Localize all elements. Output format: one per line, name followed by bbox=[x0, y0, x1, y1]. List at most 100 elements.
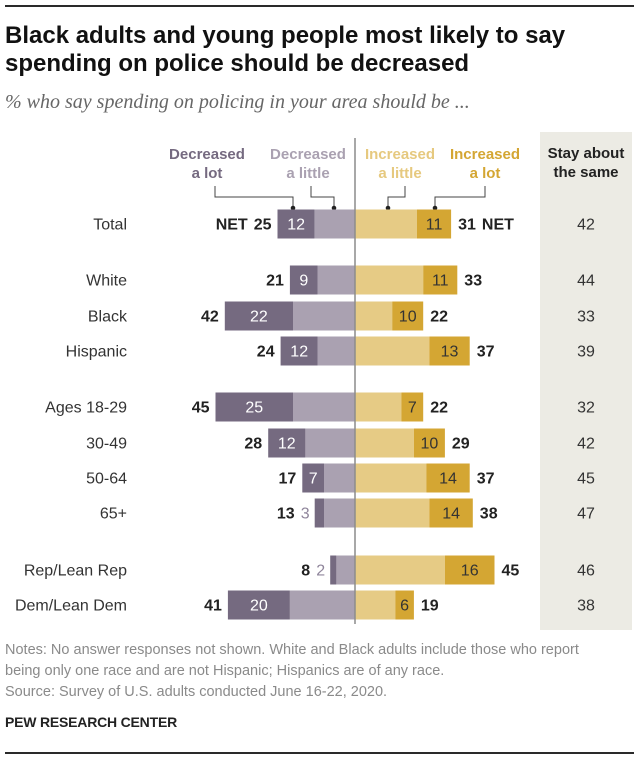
top-rule bbox=[5, 5, 634, 7]
bar-decreased-a-lot bbox=[268, 428, 306, 458]
net-decreased-value: 13 bbox=[277, 506, 295, 523]
stay-about-same-value: 45 bbox=[577, 471, 595, 488]
bar-increased-a-little bbox=[355, 392, 402, 422]
chart-subtitle: % who say spending on policing in your a… bbox=[5, 91, 470, 113]
bar-increased-a-little bbox=[355, 301, 393, 331]
net-decreased-value: 24 bbox=[257, 344, 275, 361]
value-label-increased-a-lot: 14 bbox=[439, 471, 457, 488]
value-label-decreased-a-lot: 12 bbox=[287, 217, 305, 234]
connector-dot-increased-a-lot bbox=[432, 205, 438, 211]
source-note: Source: Survey of U.S. adults conducted … bbox=[5, 684, 388, 700]
bar-increased-a-little bbox=[355, 265, 424, 295]
bottom-rule bbox=[5, 752, 634, 754]
bar-decreased-a-little bbox=[336, 555, 355, 585]
net-decreased-value: 41 bbox=[204, 598, 222, 615]
stay-about-same-value: 42 bbox=[577, 217, 595, 234]
value-label-increased-a-lot: 16 bbox=[461, 563, 479, 580]
net-increased-value: 22 bbox=[430, 400, 448, 417]
stay-header-line1: Stay about bbox=[548, 145, 625, 162]
bar-decreased-a-little bbox=[324, 498, 355, 528]
legend-increased-a-lot-line2: a lot bbox=[470, 165, 501, 182]
category-label: 65+ bbox=[100, 506, 127, 523]
value-label-increased-a-lot: 6 bbox=[400, 598, 409, 615]
legend: Decreased a lot Decreased a little Incre… bbox=[169, 145, 624, 182]
net-decreased-label: 28 bbox=[244, 436, 262, 453]
net-decreased-value: 21 bbox=[266, 273, 284, 290]
legend-increased-a-little-line1: Increased bbox=[365, 146, 435, 163]
value-label-increased-a-lot: 14 bbox=[442, 506, 460, 523]
value-label-decreased-a-lot: 20 bbox=[250, 598, 268, 615]
net-increased-value: 37 bbox=[477, 471, 495, 488]
legend-decreased-a-lot-line1: Decreased bbox=[169, 146, 245, 163]
bar-increased-a-lot bbox=[395, 590, 414, 620]
bar-increased-a-little bbox=[355, 555, 445, 585]
bar-increased-a-lot bbox=[429, 336, 470, 366]
bar-increased-a-lot bbox=[444, 555, 495, 585]
bar-increased-a-lot bbox=[392, 301, 424, 331]
connector-dot-decreased-a-lot bbox=[290, 205, 296, 211]
net-increased-value: 37 bbox=[477, 344, 495, 361]
value-label-decreased-a-lot: 25 bbox=[245, 400, 263, 417]
legend-decreased-a-little-line1: Decreased bbox=[270, 146, 346, 163]
net-decreased-label: 21 bbox=[266, 273, 284, 290]
bar-decreased-a-little bbox=[293, 301, 355, 331]
bar-decreased-a-little bbox=[314, 209, 355, 239]
connector-dot-increased-a-little bbox=[385, 205, 391, 211]
stay-about-same-value: 39 bbox=[577, 344, 595, 361]
bar-increased-a-lot bbox=[429, 498, 473, 528]
chart-title: Black adults and young people most likel… bbox=[5, 22, 566, 77]
connector-increased-a-lot bbox=[434, 186, 486, 208]
net-decreased-value: 45 bbox=[192, 400, 210, 417]
bar-decreased-a-little bbox=[317, 336, 355, 366]
stay-about-same-value: 32 bbox=[577, 400, 595, 417]
value-label-increased-a-lot: 10 bbox=[399, 309, 417, 326]
category-label: Ages 18-29 bbox=[45, 400, 127, 417]
bar-increased-a-little bbox=[355, 428, 414, 458]
stay-about-same-value: 47 bbox=[577, 506, 595, 523]
connector-increased-a-little bbox=[387, 186, 406, 208]
net-decreased-label: 24 bbox=[257, 344, 275, 361]
legend-increased-a-little-line2: a little bbox=[378, 165, 421, 182]
net-decreased-label: 42 bbox=[201, 309, 219, 326]
net-increased-label: 37 bbox=[477, 344, 495, 361]
bar-increased-a-little bbox=[355, 590, 396, 620]
bar-increased-a-lot bbox=[417, 209, 452, 239]
net-decreased-value: 25 bbox=[254, 217, 272, 234]
bar-decreased-a-lot bbox=[330, 555, 337, 585]
net-decreased-label: 8 bbox=[301, 563, 310, 580]
connector-decreased-a-lot bbox=[214, 186, 294, 208]
net-increased-label: 19 bbox=[421, 598, 439, 615]
value-label-increased-a-lot: 7 bbox=[408, 400, 417, 417]
bar-decreased-a-lot bbox=[224, 301, 293, 331]
value-label-decreased-a-lot: 9 bbox=[299, 273, 308, 290]
bar-decreased-a-little bbox=[317, 265, 355, 295]
category-label: Black bbox=[88, 309, 128, 326]
net-increased-label: 22 bbox=[430, 309, 448, 326]
bar-decreased-a-lot bbox=[289, 265, 318, 295]
category-label: 50-64 bbox=[86, 471, 127, 488]
bar-decreased-a-lot bbox=[314, 498, 324, 528]
bar-increased-a-lot bbox=[426, 463, 470, 493]
category-label: White bbox=[86, 273, 127, 290]
net-decreased-value: 28 bbox=[244, 436, 262, 453]
bar-increased-a-lot bbox=[413, 428, 445, 458]
stay-about-same-value: 46 bbox=[577, 563, 595, 580]
bar-decreased-a-lot bbox=[302, 463, 324, 493]
bar-increased-a-little bbox=[355, 463, 427, 493]
net-decreased-label: 45 bbox=[192, 400, 210, 417]
legend-increased-a-lot-line1: Increased bbox=[450, 146, 520, 163]
net-increased-label: 29 bbox=[452, 436, 470, 453]
net-decreased-label: NET 25 bbox=[216, 217, 272, 234]
net-decreased-value: 42 bbox=[201, 309, 219, 326]
net-increased-value: 45 bbox=[502, 563, 520, 580]
bar-increased-a-lot bbox=[401, 392, 424, 422]
bar-increased-a-lot bbox=[423, 265, 458, 295]
net-increased-label: 31 NET bbox=[458, 217, 514, 234]
net-suffix: NET bbox=[482, 217, 514, 234]
category-label: Hispanic bbox=[66, 344, 127, 361]
net-decreased-label: 17 bbox=[279, 471, 297, 488]
legend-decreased-a-lot-line2: a lot bbox=[192, 165, 223, 182]
bar-increased-a-little bbox=[355, 336, 430, 366]
